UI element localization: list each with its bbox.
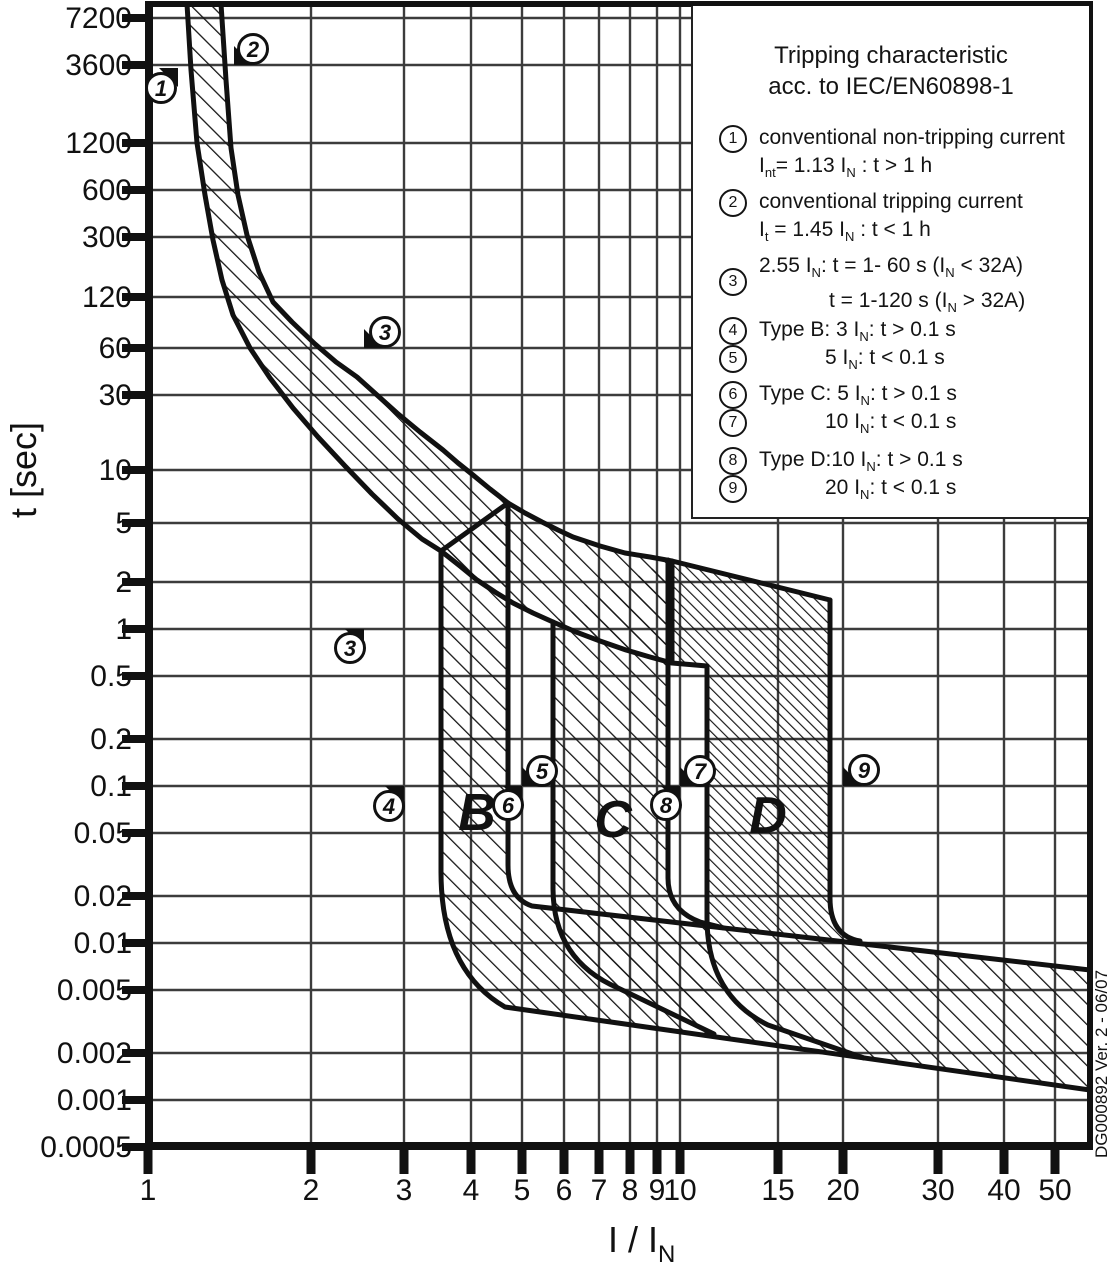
y-tick-label: 30: [99, 379, 132, 412]
y-tick-label: 0.0005: [40, 1131, 132, 1164]
x-tick-label: 3: [396, 1174, 413, 1207]
thermal-lower-limit-curve: [184, 4, 675, 666]
type-c-zone: [553, 560, 714, 1034]
x-axis-label: I / IN: [608, 1219, 675, 1268]
circled-4-icon: 4: [719, 317, 747, 345]
x-tick-label: 15: [761, 1174, 794, 1207]
legend-item-5: 5 5 IN: t < 0.1 s: [719, 344, 945, 379]
circled-3-icon: 3: [719, 268, 747, 296]
x-tick-label: 5: [514, 1174, 531, 1207]
y-tick-label: 0.1: [90, 770, 132, 803]
legend-item-6: 6 Type C: 5 IN: t > 0.1 s: [719, 380, 957, 415]
document-number-note: DG000892 Ver. 2 - 06/07: [1092, 970, 1111, 1158]
y-tick-label: 0.5: [90, 660, 132, 693]
circled-7-icon: 7: [719, 409, 747, 437]
y-tick-label: 0.2: [90, 723, 132, 756]
x-tick-label: 2: [303, 1174, 320, 1207]
legend-item-9: 9 20 IN: t < 0.1 s: [719, 474, 956, 509]
y-tick-label: 10: [99, 454, 132, 487]
x-tick-label: 7: [591, 1174, 608, 1207]
axis-ticks: 7200360012006003001206030105210.50.20.10…: [40, 2, 1071, 1207]
type-d-left-limit: [669, 558, 867, 1061]
type-c-left-limit: [550, 619, 717, 1037]
y-tick-label: 0.002: [57, 1037, 132, 1070]
legend-item-3: 3 2.55 IN: t = 1- 60 s (IN < 32A) t = 1-1…: [719, 252, 1025, 322]
y-tick-label: 120: [82, 281, 132, 314]
x-tick-label: 4: [463, 1174, 480, 1207]
y-tick-label: 0.05: [74, 817, 132, 850]
x-tick-label: 6: [556, 1174, 573, 1207]
marker-3-flag: 3: [364, 316, 401, 348]
legend-item-2: 2 conventional tripping current It = 1.45…: [719, 188, 1023, 251]
x-tick-label: 50: [1038, 1174, 1071, 1207]
y-tick-label: 7200: [65, 2, 132, 35]
svg-text:2: 2: [246, 37, 260, 62]
svg-text:3: 3: [344, 636, 356, 661]
x-tick-label: 1: [140, 1174, 157, 1207]
x-tick-label: 10: [663, 1174, 696, 1207]
legend-item-8: 8 Type D:10 IN: t > 0.1 s: [719, 446, 963, 481]
x-tick-label: 8: [622, 1174, 639, 1207]
svg-text:3: 3: [379, 320, 391, 345]
zone-letter-C: C: [594, 791, 633, 849]
circled-6-icon: 6: [719, 381, 747, 409]
marker-4-flag: 4: [373, 786, 405, 822]
circled-9-icon: 9: [719, 475, 747, 503]
type-c-right-limit: [665, 557, 727, 931]
y-tick-label: 0.001: [57, 1084, 132, 1117]
marker-1-flag: 1: [145, 68, 178, 104]
x-tick-label: 30: [921, 1174, 954, 1207]
y-tick-label: 3600: [65, 49, 132, 82]
svg-text:5: 5: [536, 759, 549, 784]
legend-item-4: 4 Type B: 3 IN: t > 0.1 s: [719, 316, 956, 351]
y-tick-label: 1: [115, 613, 132, 646]
y-tick-label: 600: [82, 174, 132, 207]
y-tick-label: 0.005: [57, 974, 132, 1007]
y-tick-label: 5: [115, 507, 132, 540]
circled-1-icon: 1: [719, 125, 747, 153]
legend-item-7: 7 10 IN: t < 0.1 s: [719, 408, 956, 443]
marker-2-flag: 2: [234, 33, 269, 65]
y-tick-label: 60: [99, 332, 132, 365]
svg-text:6: 6: [502, 793, 515, 818]
marker-3-flag: 3: [334, 629, 366, 664]
legend-box: Tripping characteristic acc. to IEC/EN60…: [691, 6, 1089, 519]
y-tick-label: 0.02: [74, 880, 132, 913]
x-tick-label: 40: [987, 1174, 1020, 1207]
svg-text:4: 4: [382, 794, 395, 819]
y-tick-label: 0.01: [74, 927, 132, 960]
type-d-right-limit: [827, 597, 863, 944]
legend-item-1: 1 conventional non-tripping current Int= …: [719, 124, 1065, 187]
legend-title: Tripping characteristic acc. to IEC/EN60…: [768, 42, 1014, 100]
marker-5-flag: 5: [522, 755, 558, 787]
svg-text:1: 1: [155, 76, 167, 101]
zone-letter-B: B: [458, 784, 496, 842]
y-tick-label: 2: [115, 566, 132, 599]
circled-2-icon: 2: [719, 189, 747, 217]
y-tick-label: 300: [82, 221, 132, 254]
marker-8-flag: 8: [650, 786, 682, 821]
svg-text:9: 9: [858, 758, 871, 783]
type-d-zone: [672, 561, 858, 941]
y-tick-label: 1200: [65, 127, 132, 160]
marker-9-flag: 9: [843, 754, 880, 786]
svg-text:7: 7: [694, 759, 708, 784]
zone-letter-D: D: [749, 787, 787, 845]
x-tick-label: 20: [826, 1174, 859, 1207]
x-tick-label: 9: [649, 1174, 666, 1207]
circled-8-icon: 8: [719, 447, 747, 475]
zone-letters: B C D: [458, 784, 787, 849]
circled-5-icon: 5: [719, 345, 747, 373]
thermal-upper-limit-curve: [218, 4, 833, 603]
y-axis-label: t [sec]: [3, 422, 44, 518]
marker-6-flag: 6: [492, 786, 524, 821]
svg-text:8: 8: [660, 793, 673, 818]
marker-7-flag: 7: [680, 755, 716, 787]
